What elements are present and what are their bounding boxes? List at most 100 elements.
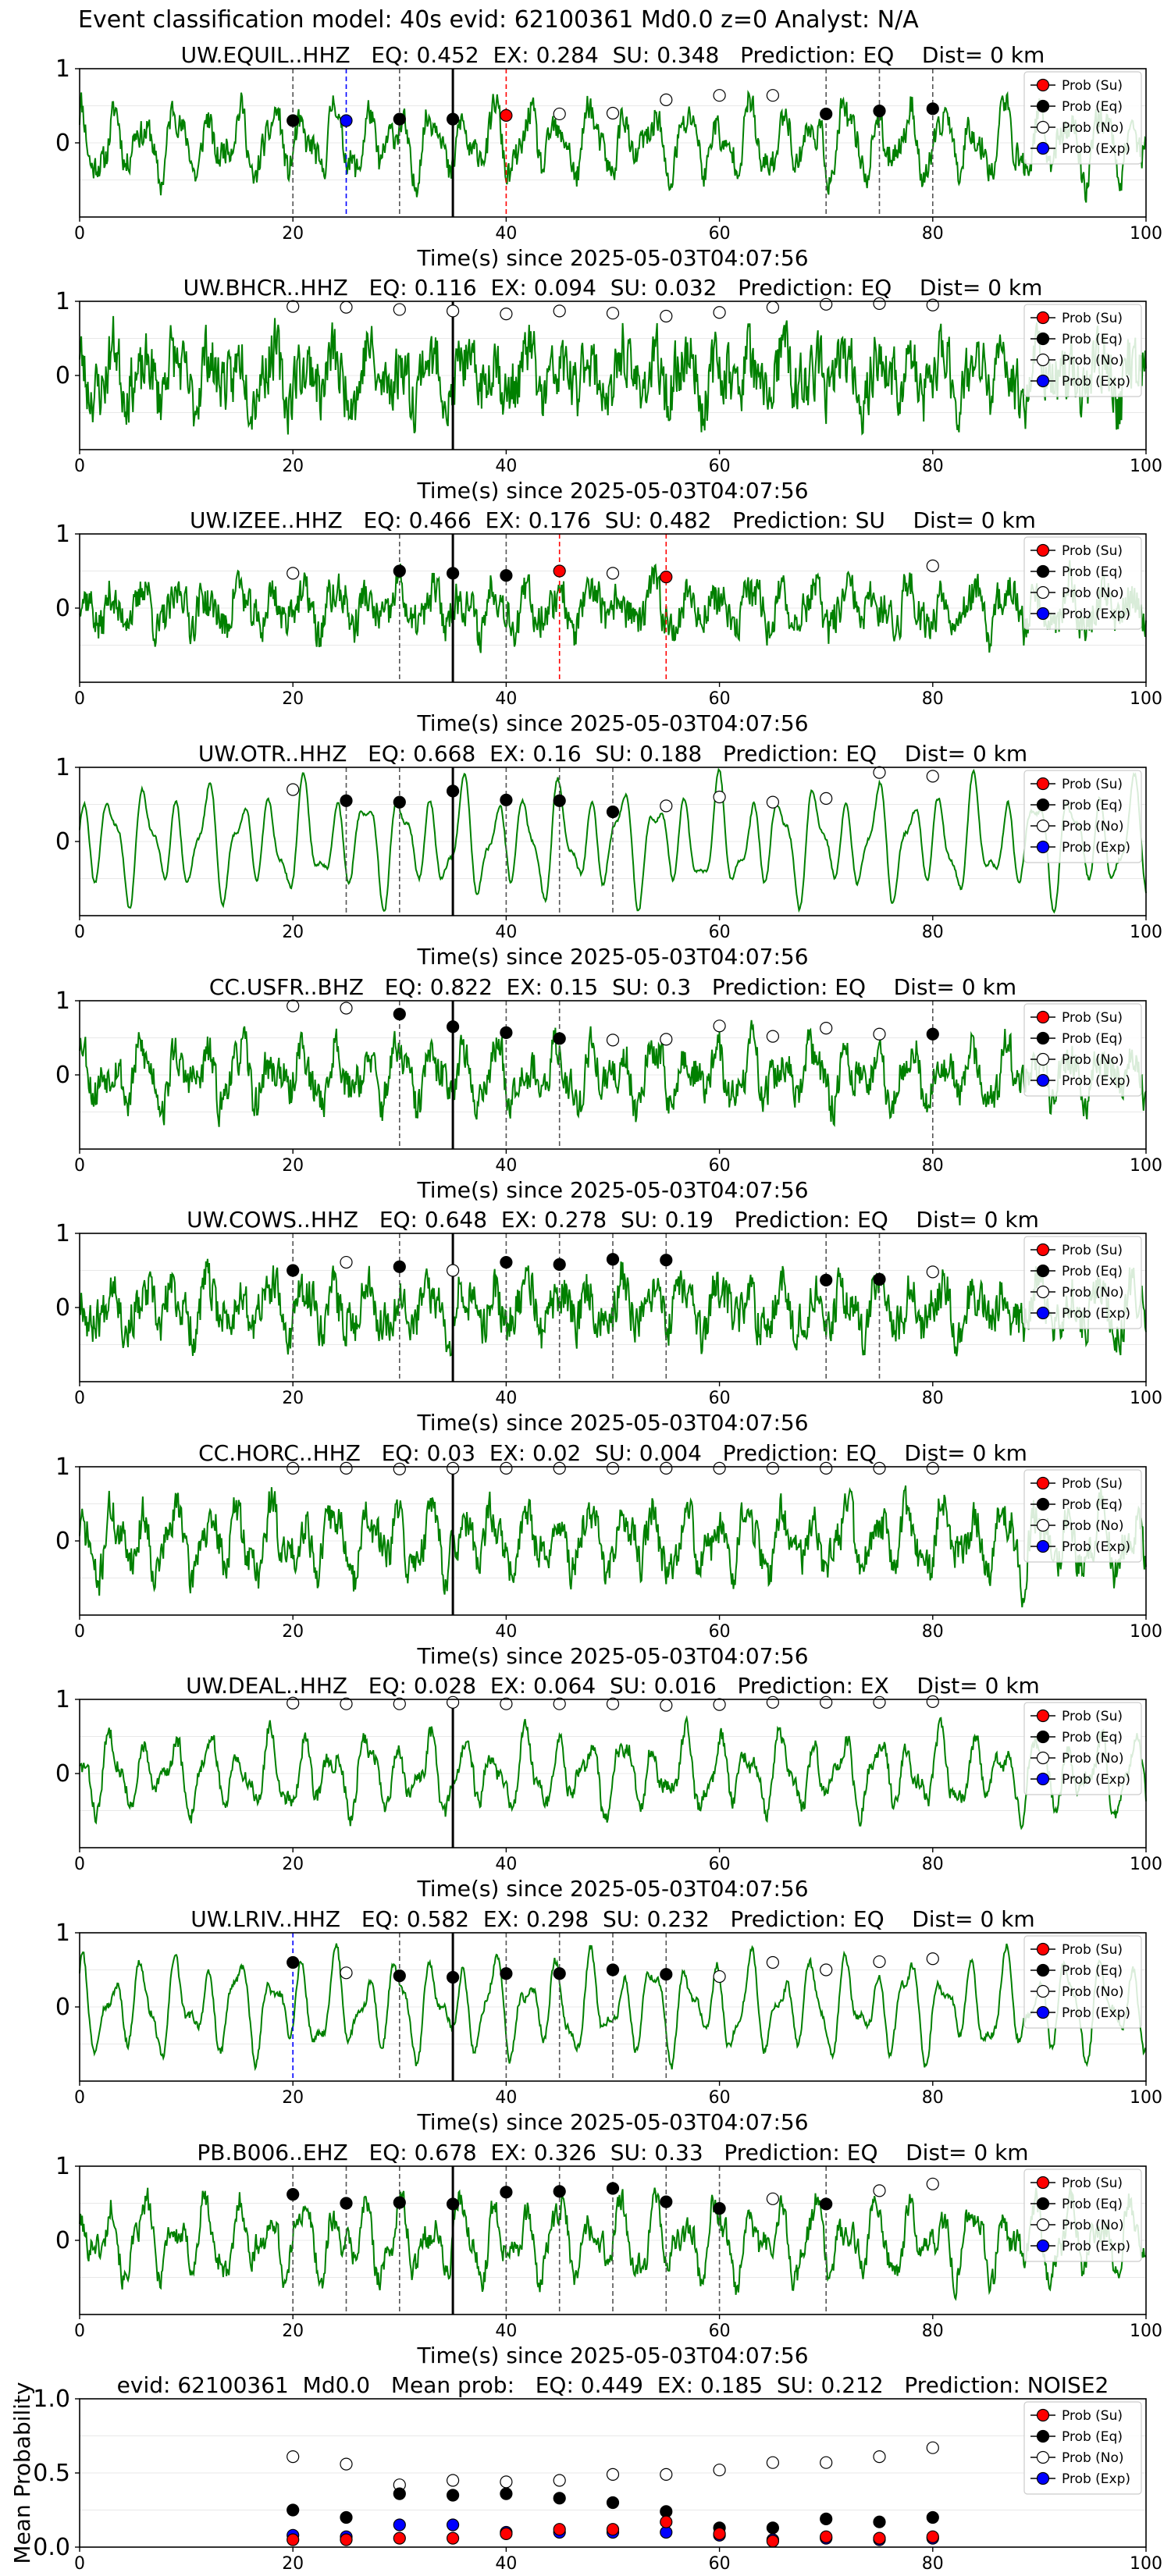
prob-marker-eq (287, 114, 300, 127)
prob-marker-no (660, 2467, 673, 2481)
prob-marker-eq (287, 1264, 300, 1277)
prob-marker-no (446, 1264, 460, 1277)
prob-marker-no (926, 2177, 939, 2190)
legend-box (1023, 1003, 1142, 1097)
waveform-trace (79, 2183, 1147, 2301)
prob-marker-eq (500, 1026, 513, 1039)
x-tick-label: 20 (282, 2088, 304, 2108)
prob-marker-no (340, 1697, 353, 1710)
prob-marker-eq (553, 794, 566, 807)
prob-marker-no (340, 1966, 353, 1980)
x-tick-label: 100 (1130, 224, 1162, 244)
prob-marker-eq (340, 794, 353, 807)
x-axis-label: Time(s) since 2025-05-03T04:07:56 (416, 1876, 808, 1902)
legend-marker-eq (1036, 564, 1050, 578)
prob-marker-eq (446, 1970, 460, 1984)
x-tick-label: 20 (282, 1389, 304, 1408)
x-tick-label: 80 (922, 1156, 944, 1176)
x-tick-label: 100 (1130, 1622, 1162, 1642)
legend-marker-no (1036, 353, 1050, 367)
y-tick-label: 1 (55, 1220, 70, 1247)
legend-label: Prob (No) (1062, 1751, 1124, 1767)
prob-marker-no (820, 1461, 833, 1475)
prob-marker-eq (393, 2487, 406, 2500)
prob-marker-su (660, 2515, 673, 2528)
x-tick-label: 0 (74, 1855, 85, 1874)
legend-marker-eq (1036, 2429, 1050, 2443)
legend-label: Prob (No) (1062, 120, 1124, 136)
x-tick-label: 20 (282, 224, 304, 244)
panel-title: UW.OTR..HHZ EQ: 0.668 EX: 0.16 SU: 0.188… (198, 741, 1027, 767)
prob-marker-no (766, 795, 780, 809)
prob-marker-eq (660, 1254, 673, 1267)
waveform-trace (79, 767, 1147, 914)
x-tick-label: 20 (282, 2322, 304, 2341)
prob-marker-no (713, 1969, 726, 1984)
prob-marker-eq (606, 2496, 620, 2510)
prob-marker-eq (553, 1032, 566, 1045)
x-tick-label: 0 (74, 923, 85, 942)
legend-label: Prob (Exp) (1062, 1306, 1130, 1322)
legend-marker-no (1036, 1052, 1050, 1066)
x-tick-label: 0 (74, 1156, 85, 1176)
y-tick-label: 1 (55, 521, 70, 548)
x-tick-label: 80 (922, 689, 944, 709)
waveform-trace (79, 1715, 1147, 1831)
legend-marker-no (1036, 120, 1050, 134)
y-tick-label: 1 (55, 288, 70, 315)
prob-marker-eq (500, 793, 513, 806)
prob-marker-no (766, 1955, 780, 1969)
y-tick-label: 0 (55, 1994, 70, 2021)
prob-marker-no (926, 1695, 939, 1708)
legend-label: Prob (Su) (1062, 1942, 1123, 1958)
legend-label: Prob (No) (1062, 1052, 1124, 1068)
legend-label: Prob (Eq) (1062, 332, 1123, 347)
x-axis-label: Time(s) since 2025-05-03T04:07:56 (416, 1177, 808, 1203)
x-tick-label: 100 (1130, 1855, 1162, 1874)
prob-marker-no (926, 1265, 939, 1279)
x-axis-label: Time(s) since 2025-05-03T04:07:56 (416, 2109, 808, 2135)
legend-marker-su (1036, 311, 1050, 325)
prob-marker-eq (500, 1967, 513, 1980)
prob-marker-no (873, 297, 886, 310)
legend-marker-no (1036, 1984, 1050, 1998)
chart-panel-9: 0 20 40 60 80 100 0 1 UW.LRIV..HHZ EQ: 0.582 EX:… (55, 1906, 1162, 2135)
legend-label: Prob (Eq) (1062, 2429, 1123, 2445)
y-tick-label: 1 (55, 55, 70, 83)
prob-marker-eq (820, 107, 833, 121)
prob-marker-eq (713, 2202, 726, 2215)
prob-marker-no (766, 301, 780, 314)
prob-marker-su (553, 2523, 566, 2536)
prob-marker-eq (553, 2492, 566, 2505)
legend-marker-no (1036, 1751, 1050, 1765)
prob-marker-no (766, 1030, 780, 1043)
legend-marker-no (1036, 2218, 1050, 2232)
y-tick-label: 0 (55, 1062, 70, 1089)
prob-marker-no (500, 1461, 513, 1475)
x-tick-label: 60 (709, 1622, 731, 1642)
prob-marker-no (873, 2450, 886, 2464)
legend-label: Prob (Exp) (1062, 374, 1130, 390)
x-axis-label: Time(s) since 2025-05-03T04:07:56 (416, 1643, 808, 1669)
prob-marker-no (660, 799, 673, 813)
y-tick-label: 1.0 (33, 2386, 70, 2413)
y-tick-label: 0 (55, 2227, 70, 2254)
prob-marker-su (820, 2530, 833, 2543)
prob-marker-no (660, 1033, 673, 1046)
legend-marker-su (1036, 78, 1050, 92)
x-tick-label: 20 (282, 689, 304, 709)
x-tick-label: 0 (74, 2322, 85, 2341)
chart-panel-3: 0 20 40 60 80 100 0 1 UW.IZEE..HHZ EQ: 0.466 EX:… (55, 507, 1162, 736)
legend-marker-eq (1036, 1497, 1050, 1511)
prob-marker-eq (606, 2182, 620, 2195)
y-tick-label: 0 (55, 1294, 70, 1322)
x-axis-label: Time(s) since 2025-05-03T04:07:56 (416, 478, 808, 503)
x-tick-label: 40 (495, 2322, 517, 2341)
prob-marker-no (926, 770, 939, 783)
prob-marker-no (713, 790, 726, 804)
legend-box (1023, 2169, 1142, 2262)
prob-marker-eq (287, 2503, 300, 2517)
legend-box (1023, 304, 1142, 397)
prob-marker-eq (873, 2515, 886, 2528)
